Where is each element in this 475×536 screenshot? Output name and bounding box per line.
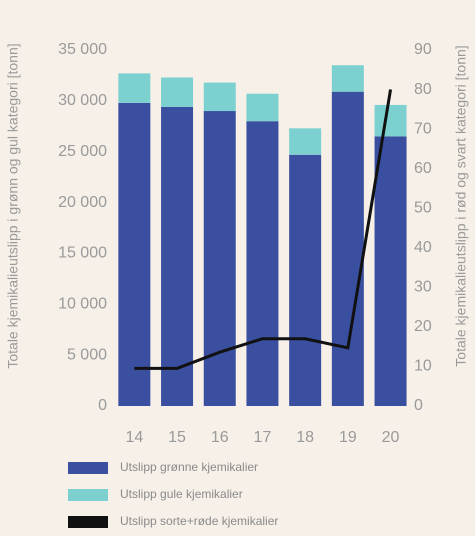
y2-axis-label: Totale kjemikalieutslipp i rød og svart … [453, 45, 469, 366]
y2-tick-label: 50 [414, 199, 432, 216]
legend-label: Utslipp gule kjemikalier [120, 487, 243, 501]
legend-swatch [68, 516, 108, 528]
bar-segment [118, 102, 151, 407]
bar-segment [246, 121, 279, 406]
bar-segment [246, 93, 279, 122]
bar-segment [289, 154, 322, 406]
y2-tick-label: 10 [414, 358, 432, 375]
y2-tick-label: 60 [414, 160, 432, 177]
x-tick-label: 19 [339, 429, 357, 446]
legend-swatch [68, 489, 108, 501]
x-tick-label: 20 [382, 429, 400, 446]
x-tick-label: 15 [168, 429, 186, 446]
bar-segment [289, 128, 322, 155]
y2-tick-label: 90 [414, 41, 432, 58]
y-tick-label: 35 000 [58, 41, 107, 58]
x-tick-label: 16 [211, 429, 229, 446]
legend-label: Utslipp sorte+røde kjemikalier [120, 514, 278, 528]
bar-segment [118, 73, 151, 103]
bar-segment [331, 65, 364, 92]
y2-tick-label: 80 [414, 81, 432, 98]
y-tick-label: 10 000 [58, 296, 107, 313]
y-axis-label: Totale kjemikalieutslipp i grønn og gul … [5, 43, 21, 368]
y-tick-label: 25 000 [58, 143, 107, 160]
x-tick-label: 14 [125, 429, 143, 446]
y-tick-label: 15 000 [58, 245, 107, 262]
y-tick-label: 5 000 [67, 346, 107, 363]
y2-tick-label: 30 [414, 279, 432, 296]
bar-segment [374, 104, 407, 137]
y-tick-label: 30 000 [58, 92, 107, 109]
legend-label: Utslipp grønne kjemikalier [120, 460, 258, 474]
bar-segment [203, 111, 236, 407]
bar-segment [161, 77, 194, 107]
y2-tick-label: 20 [414, 318, 432, 335]
bar-segment [203, 82, 236, 112]
x-tick-label: 18 [296, 429, 314, 446]
y2-tick-label: 40 [414, 239, 432, 256]
x-tick-label: 17 [254, 429, 272, 446]
bar-segment [374, 136, 407, 406]
y-tick-label: 20 000 [58, 194, 107, 211]
y2-tick-label: 0 [414, 397, 423, 414]
legend-swatch [68, 462, 108, 474]
line [134, 89, 393, 370]
y2-tick-label: 70 [414, 120, 432, 137]
bar-segment [331, 91, 364, 407]
y-tick-label: 0 [98, 397, 107, 414]
bar-segment [161, 106, 194, 407]
